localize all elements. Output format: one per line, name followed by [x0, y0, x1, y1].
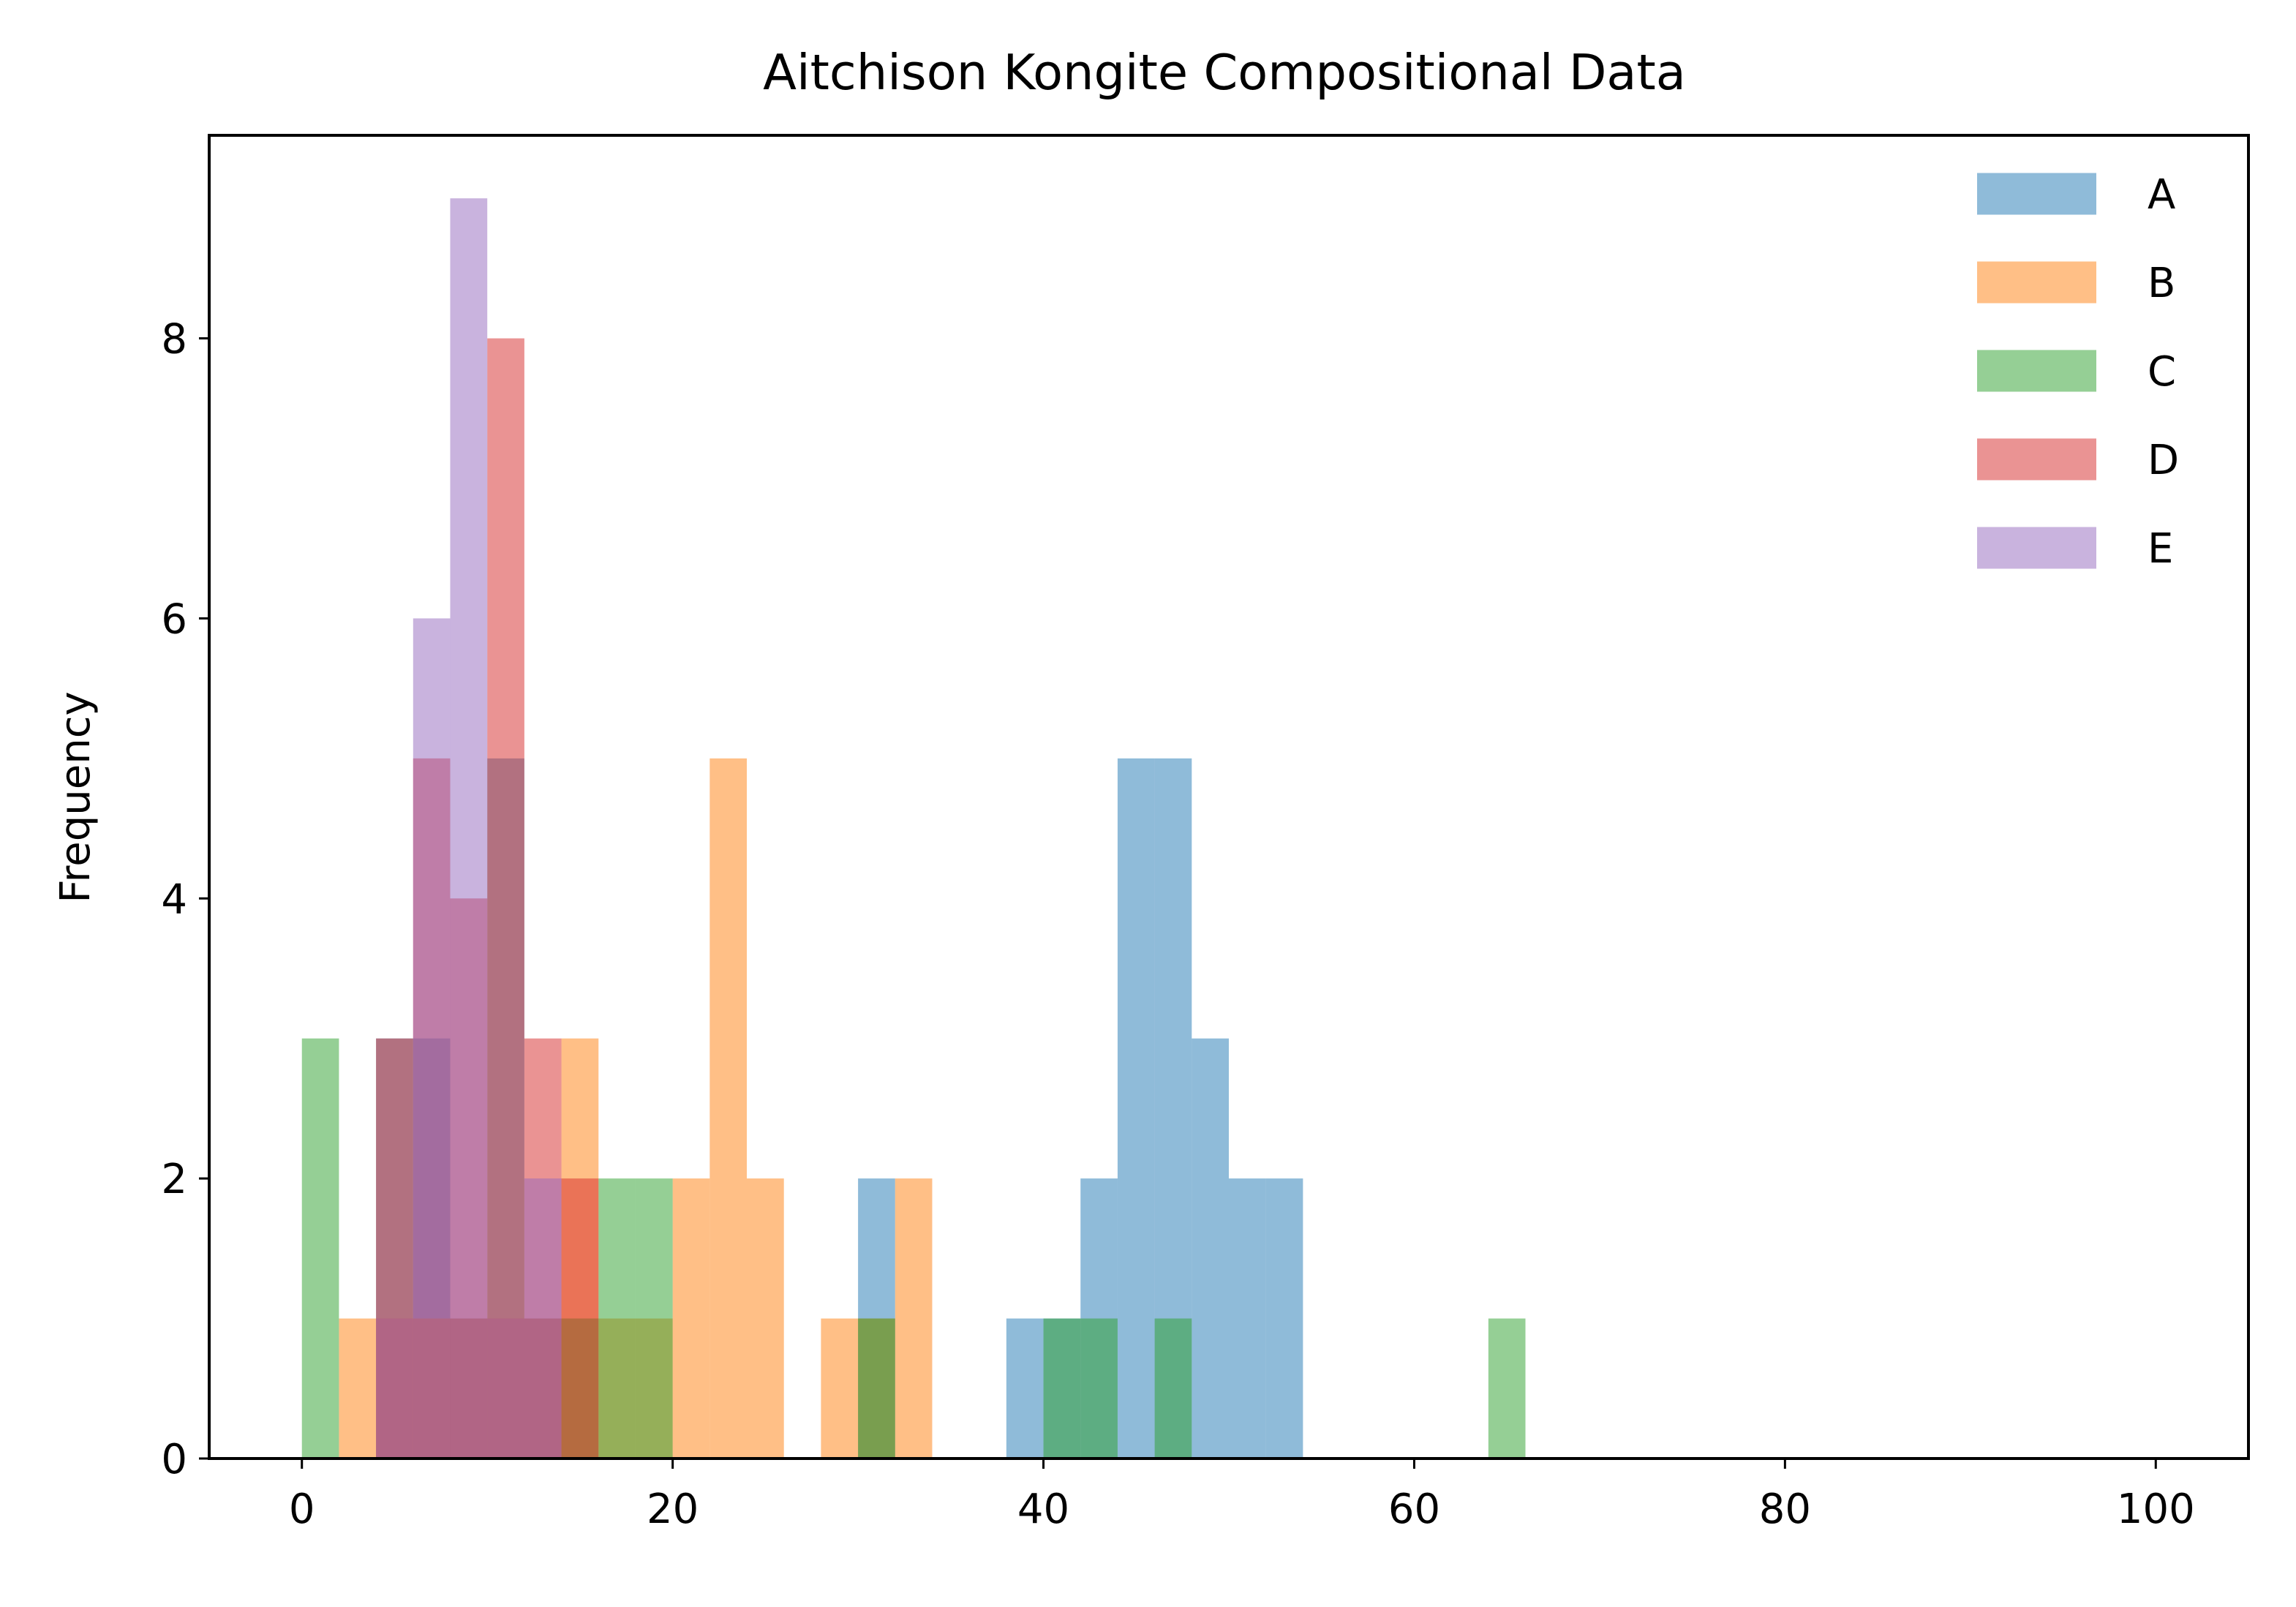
y-tick-label: 6: [161, 595, 187, 643]
bar-B-32: [895, 1178, 933, 1459]
legend-label-A: A: [2148, 171, 2175, 219]
y-tick-label: 4: [161, 876, 187, 923]
x-tick-label: 20: [647, 1486, 699, 1533]
bar-E-12: [524, 1178, 562, 1459]
bar-C-30: [858, 1318, 895, 1459]
y-tick-label: 2: [161, 1156, 187, 1203]
bar-C-46: [1154, 1318, 1192, 1459]
bar-E-4: [376, 1318, 413, 1459]
x-tick-label: 0: [289, 1486, 315, 1533]
y-tick-label: 8: [161, 316, 187, 364]
bar-E-10: [487, 1318, 524, 1459]
legend-label-B: B: [2148, 260, 2175, 307]
legend-swatch-B: [1977, 261, 2096, 304]
bar-E-8: [450, 198, 488, 1459]
x-tick-label: 60: [1388, 1486, 1440, 1533]
bar-A-48: [1192, 1038, 1229, 1459]
bar-D-14: [561, 1178, 599, 1459]
plot-frame: [208, 134, 2250, 1460]
x-tick-label: 40: [1017, 1486, 1069, 1533]
legend-swatch-E: [1977, 527, 2096, 569]
bar-B-22: [709, 758, 748, 1459]
legend-label-C: C: [2148, 348, 2176, 396]
x-tick-label: 100: [2117, 1486, 2195, 1533]
bar-C-16: [598, 1178, 636, 1459]
bar-B-20: [672, 1178, 710, 1459]
bar-C-0: [301, 1038, 339, 1459]
bar-A-38: [1006, 1318, 1044, 1459]
chart-title: Aitchison Kongite Compositional Data: [763, 44, 1686, 101]
legend-swatch-A: [1977, 173, 2096, 215]
legend-swatch-D: [1977, 438, 2096, 481]
bar-B-24: [747, 1178, 784, 1459]
legend-swatch-C: [1977, 350, 2096, 392]
bar-B-28: [821, 1318, 859, 1459]
y-axis: 0 2 4 6 8: [161, 316, 209, 1483]
y-axis-label: Frequency: [52, 691, 99, 903]
bar-A-44: [1117, 758, 1155, 1459]
bar-C-64: [1488, 1318, 1526, 1459]
bar-C-42: [1080, 1318, 1118, 1459]
legend-label-E: E: [2148, 525, 2173, 573]
bar-D-10: [487, 338, 524, 1459]
x-tick-label: 80: [1759, 1486, 1811, 1533]
bars-layer: [301, 198, 1526, 1459]
bar-A-50: [1229, 1178, 1266, 1459]
x-axis: 0 20 40 60 80 100: [289, 1459, 2195, 1533]
bar-B-2: [339, 1318, 377, 1459]
bar-E-6: [413, 618, 451, 1459]
bar-C-40: [1043, 1318, 1081, 1459]
series-E: [376, 198, 562, 1459]
legend-label-D: D: [2148, 437, 2179, 484]
y-tick-label: 0: [161, 1436, 187, 1483]
bar-C-18: [635, 1178, 673, 1459]
bar-A-52: [1265, 1178, 1303, 1459]
